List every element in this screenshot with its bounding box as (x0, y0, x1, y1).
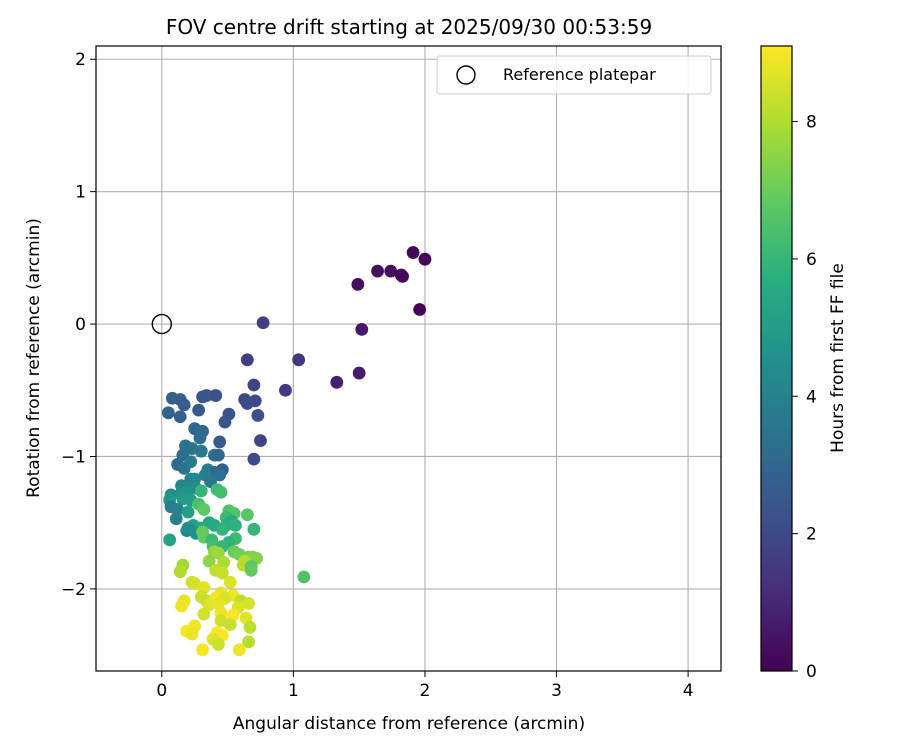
data-point (242, 597, 256, 610)
data-point (240, 353, 254, 367)
data-point (196, 643, 209, 657)
data-point (173, 565, 187, 579)
data-point (173, 410, 187, 424)
y-tick-label: 2 (75, 50, 86, 70)
data-point (211, 638, 225, 651)
data-point (181, 505, 195, 519)
data-point (240, 397, 254, 410)
y-tick-label: −2 (61, 580, 86, 600)
data-point (254, 434, 267, 447)
data-point (396, 270, 409, 283)
colorbar: 0 2 4 6 8 Hours from first FF file (760, 45, 848, 682)
data-point (223, 575, 237, 589)
colorbar-tick-label: 6 (806, 250, 817, 270)
data-point (247, 378, 261, 392)
x-tick-label: 0 (156, 681, 167, 701)
data-point (371, 264, 384, 278)
data-point (185, 627, 199, 641)
data-point (197, 607, 211, 621)
x-tick-label: 1 (288, 681, 299, 701)
data-point (240, 508, 254, 522)
data-point (247, 452, 261, 466)
data-point (197, 503, 211, 516)
x-axis-label: Angular distance from reference (arcmin) (233, 714, 585, 734)
data-point (256, 316, 270, 330)
data-points (161, 246, 432, 657)
data-point (297, 570, 311, 584)
data-point (251, 409, 265, 422)
y-axis-ticks: −2 −1 0 1 2 (61, 50, 96, 600)
data-point (384, 264, 398, 278)
x-tick-label: 2 (420, 681, 431, 701)
colorbar-tick-label: 8 (806, 113, 817, 133)
data-point (163, 533, 177, 547)
data-point (218, 415, 232, 429)
legend-label: Reference platepar (503, 65, 656, 84)
data-point (418, 252, 432, 266)
data-point (184, 455, 198, 469)
y-tick-label: 0 (75, 315, 86, 335)
data-point (355, 322, 369, 336)
colorbar-label: Hours from first FF file (828, 263, 848, 453)
data-point (215, 566, 229, 580)
reference-marker (151, 313, 172, 335)
data-point (244, 563, 258, 577)
data-point (279, 383, 292, 397)
data-point (242, 635, 256, 649)
data-point (211, 448, 225, 462)
data-point (406, 246, 420, 259)
data-point (213, 468, 227, 482)
data-point (243, 620, 257, 634)
plot-frame (95, 45, 722, 672)
y-tick-label: −1 (61, 447, 86, 467)
legend-box (436, 55, 712, 95)
data-point (233, 643, 246, 657)
data-point (229, 518, 242, 532)
y-tick-label: 1 (75, 183, 86, 203)
data-point (223, 618, 237, 632)
data-point (193, 431, 207, 445)
data-point (214, 485, 228, 499)
data-point (200, 389, 213, 402)
colorbar-tick-label: 4 (806, 387, 817, 407)
data-point (351, 277, 365, 291)
data-point (161, 406, 175, 420)
data-point (247, 522, 261, 536)
data-point (352, 366, 366, 380)
data-point (175, 599, 188, 613)
colorbar-ticks: 0 2 4 6 8 (792, 113, 817, 682)
colorbar-gradient (760, 45, 793, 672)
y-axis-label: Rotation from reference (arcmin) (24, 218, 44, 498)
reference-marker-group (151, 313, 172, 335)
colorbar-tick-label: 0 (806, 662, 817, 682)
data-point (169, 512, 183, 526)
data-point (209, 389, 223, 402)
data-point (413, 303, 427, 316)
data-point (177, 398, 191, 412)
legend: Reference platepar (436, 55, 712, 95)
data-point (215, 522, 229, 536)
data-point (217, 556, 231, 569)
data-point (194, 484, 208, 498)
x-tick-label: 4 (683, 681, 694, 701)
chart-title: FOV centre drift starting at 2025/09/30 … (166, 15, 652, 39)
data-point (330, 375, 344, 389)
colorbar-tick-label: 2 (806, 525, 817, 545)
x-axis-ticks: 0 1 2 3 4 (156, 671, 694, 701)
x-tick-label: 3 (551, 681, 562, 701)
data-point (213, 435, 227, 449)
data-point (211, 546, 225, 560)
data-point (192, 403, 206, 417)
data-point (202, 554, 216, 568)
legend-open-circle-marker (456, 65, 476, 85)
data-point (194, 444, 208, 458)
data-point (292, 353, 306, 367)
